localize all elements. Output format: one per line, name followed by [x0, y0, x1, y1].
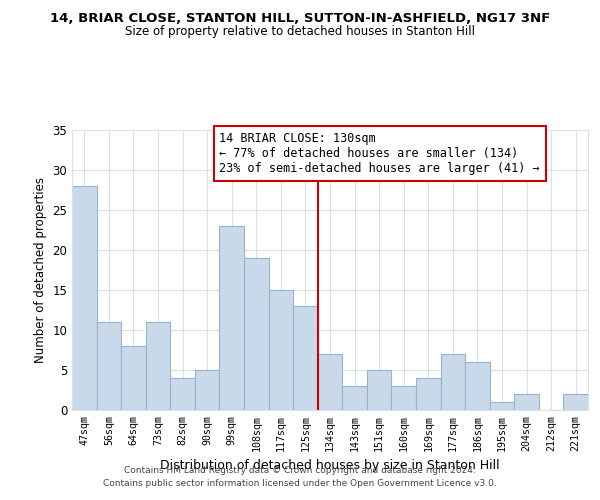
Y-axis label: Number of detached properties: Number of detached properties	[34, 177, 47, 363]
Bar	[195, 370, 220, 410]
Bar	[97, 322, 121, 410]
Bar	[440, 354, 465, 410]
Bar	[121, 346, 146, 410]
Bar	[342, 386, 367, 410]
Text: Size of property relative to detached houses in Stanton Hill: Size of property relative to detached ho…	[125, 25, 475, 38]
Text: 14, BRIAR CLOSE, STANTON HILL, SUTTON-IN-ASHFIELD, NG17 3NF: 14, BRIAR CLOSE, STANTON HILL, SUTTON-IN…	[50, 12, 550, 26]
Bar	[220, 226, 244, 410]
Bar	[563, 394, 588, 410]
Bar	[170, 378, 195, 410]
Bar	[416, 378, 440, 410]
Bar	[72, 186, 97, 410]
Bar	[269, 290, 293, 410]
Bar	[367, 370, 391, 410]
Bar	[318, 354, 342, 410]
X-axis label: Distribution of detached houses by size in Stanton Hill: Distribution of detached houses by size …	[160, 459, 500, 472]
Text: Contains HM Land Registry data © Crown copyright and database right 2024.
Contai: Contains HM Land Registry data © Crown c…	[103, 466, 497, 487]
Bar	[490, 402, 514, 410]
Bar	[293, 306, 318, 410]
Bar	[146, 322, 170, 410]
Bar	[514, 394, 539, 410]
Bar	[465, 362, 490, 410]
Bar	[244, 258, 269, 410]
Text: 14 BRIAR CLOSE: 130sqm
← 77% of detached houses are smaller (134)
23% of semi-de: 14 BRIAR CLOSE: 130sqm ← 77% of detached…	[220, 132, 540, 174]
Bar	[391, 386, 416, 410]
